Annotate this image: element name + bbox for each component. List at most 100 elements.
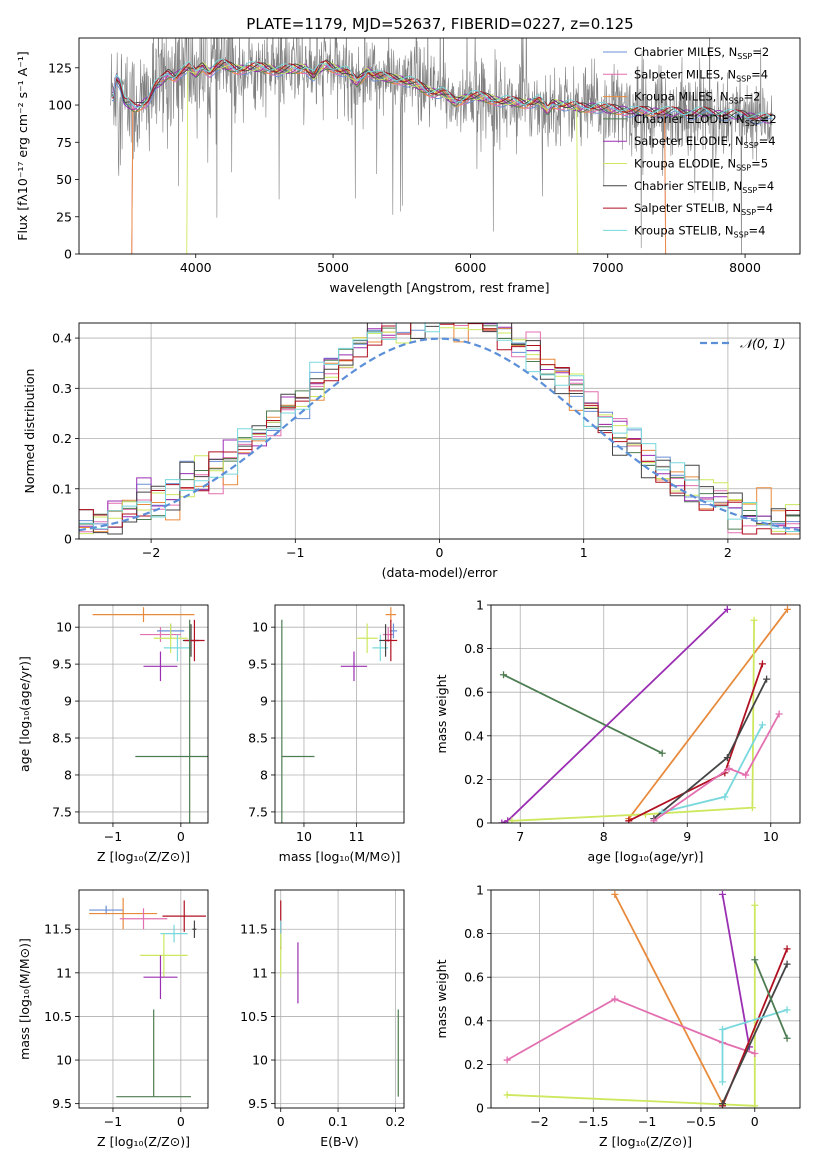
- age_vs_Z-xtick-label: 0: [177, 829, 185, 844]
- residuals-ytick-label: 0: [64, 532, 72, 547]
- age_vs_Z-point-kroupa_stelib: [163, 634, 192, 662]
- spectrum-model-salpeter_stelib: [111, 59, 773, 120]
- weight_vs_age-ylabel: mass weight: [434, 674, 449, 753]
- mass_vs_Z-point-chabrier_stelib: [192, 920, 197, 938]
- spectrum-ytick-label: 0: [64, 247, 72, 262]
- mass_vs_Z-ytick-label: 10: [56, 1053, 72, 1068]
- mass_vs_Z-frame: [78, 889, 209, 1109]
- age_vs_mass-ytick-label: 10: [252, 620, 268, 635]
- mass_vs_Z-point-kroupa_stelib: [160, 924, 188, 943]
- spectrum-xtick-label: 4000: [180, 260, 212, 275]
- residuals-xtick-label: −2: [142, 545, 160, 560]
- age_vs_mass-frame: [274, 604, 405, 824]
- age_vs_mass-xtick-label: 10: [296, 829, 312, 844]
- weight_vs_age-marker-salpeter_miles: [742, 771, 750, 779]
- age_vs_Z-ytick-label: 7.5: [52, 804, 72, 819]
- weight_vs_Z-xtick-label: −2: [530, 1114, 548, 1129]
- weight_vs_Z-marker-salpeter_miles: [611, 995, 619, 1003]
- weight_vs_age-xtick-label: 7: [516, 829, 524, 844]
- mass_vs_Z-panel: −1 0 9.5 10 10.5 11 11.5 Z [log₁₀(Z/Z⊙)] mass [l…: [17, 889, 209, 1149]
- weight_vs_Z-marker-chabrier_elodie: [783, 1034, 791, 1042]
- spectrum-ytick-label: 100: [48, 98, 72, 113]
- age_vs_mass-point-kroupa_elodie: [356, 623, 378, 654]
- weight_vs_age-ytick-label: 0: [476, 816, 484, 831]
- weight_vs_age-ytick-label: 0.4: [464, 728, 484, 743]
- age_vs_mass-xlabel: mass [log₁₀(M/M⊙)]: [279, 849, 401, 864]
- hist-kroupa_stelib: [79, 323, 800, 539]
- weight_vs_age-xtick-label: 9: [683, 829, 691, 844]
- age_vs_Z-ytick-label: 10: [56, 620, 72, 635]
- weight_vs_age-marker-kroupa_miles: [783, 605, 791, 613]
- weight_vs_Z-xlabel: Z [log₁₀(Z/Z⊙)]: [599, 1134, 692, 1149]
- mass_vs_EBV-ytick-label: 10: [252, 1053, 268, 1068]
- weight_vs_Z-marker-salpeter_elodie: [718, 890, 726, 898]
- weight_vs_age-series-chabrier_elodie: [503, 673, 663, 755]
- mass_vs_EBV-xtick-label: 0.1: [328, 1114, 348, 1129]
- age_vs_mass-panel: 10 11 7.5 8 8.5 9 9.5 10 mass [log₁₀(M/M⊙)]: [248, 604, 405, 864]
- spectrum-model-chabrier_miles: [111, 63, 773, 125]
- weight_vs_age-panel: 7 8 9 10 0 0.2 0.4 0.6 0.8 1 age [log₁₀(age/yr)] ma…: [434, 598, 801, 864]
- spectrum-ylabel: Flux [fλ10⁻¹⁷ erg cm⁻² s⁻¹ A⁻¹]: [15, 51, 30, 240]
- age_vs_Z-ylabel: age [log₁₀(age/yr)]: [17, 656, 32, 772]
- weight_vs_age-marker-kroupa_elodie: [748, 804, 756, 812]
- age_vs_Z-point-salpeter_stelib: [184, 619, 205, 662]
- residuals-xtick-label: 1: [580, 545, 588, 560]
- weight_vs_Z-series-kroupa_miles: [613, 893, 724, 1105]
- weight_vs_age-ytick-label: 0.6: [464, 685, 484, 700]
- age_vs_mass-point-kroupa_miles: [385, 607, 397, 622]
- weight_vs_age-series-salpeter_miles: [653, 713, 780, 822]
- mass_vs_Z-point-kroupa_miles: [89, 897, 158, 930]
- weight_vs_Z-marker-chabrier_elodie: [751, 956, 759, 964]
- spectrum-ytick-label: 125: [48, 60, 72, 75]
- weight_vs_Z-ytick-label: 0: [476, 1101, 484, 1116]
- weight_vs_age-marker-chabrier_stelib: [723, 754, 731, 762]
- age_vs_mass-ytick-label: 8.5: [248, 731, 268, 746]
- age_vs_Z-point-salpeter_elodie: [143, 651, 178, 682]
- residuals-ytick-label: 0.4: [52, 331, 72, 346]
- weight_vs_Z-xtick-label: −1: [638, 1114, 656, 1129]
- age_vs_Z-panel: −1 0 7.5 8 8.5 9 9.5 10 Z [log₁₀(Z/Z⊙)] age [log₁…: [17, 604, 209, 864]
- spectrum-panel: 4000 5000 6000 7000 8000 0 25 50 75 100 125 wavelen…: [15, 37, 801, 295]
- weight_vs_age-marker-kroupa_stelib: [758, 721, 766, 729]
- spectrum-xtick-label: 6000: [454, 260, 486, 275]
- spectrum-xlabel: wavelength [Angstrom, rest frame]: [329, 280, 549, 295]
- age_vs_Z-xtick-label: −1: [104, 829, 122, 844]
- weight_vs_Z-plot-area: [503, 890, 791, 1108]
- legend-label-salpeter_stelib: Salpeter STELIB, NSSP=4: [634, 201, 773, 217]
- weight_vs_age-marker-salpeter_elodie: [498, 819, 506, 823]
- weight_vs_Z-frame: [490, 889, 801, 1109]
- weight_vs_Z-xtick-label: 0: [751, 1114, 759, 1129]
- weight_vs_age-marker-salpeter_miles: [650, 817, 658, 823]
- weight_vs_age-series-kroupa_miles: [628, 608, 789, 820]
- legend-label-kroupa_miles: Kroupa MILES, NSSP=2: [634, 90, 760, 106]
- residuals-xlabel: (data-model)/error: [382, 565, 499, 580]
- age_vs_mass-ytick-label: 9: [260, 694, 268, 709]
- legend-label-salpeter_elodie: Salpeter ELODIE, NSSP=4: [634, 134, 776, 150]
- legend-label-kroupa_elodie: Kroupa ELODIE, NSSP=5: [634, 157, 768, 173]
- legend-label-normal: 𝒩(0, 1): [740, 336, 786, 351]
- spectrum-xtick-label: 5000: [317, 260, 349, 275]
- age_vs_mass-point-chabrier_elodie: [281, 619, 315, 823]
- age_vs_Z-ytick-label: 9: [64, 694, 72, 709]
- weight_vs_Z-ytick-label: 0.4: [464, 1013, 484, 1028]
- age_vs_Z-point-chabrier_elodie: [135, 619, 208, 823]
- mass_vs_Z-xtick-label: −1: [104, 1114, 122, 1129]
- mass_vs_EBV-ytick-label: 11.5: [240, 922, 268, 937]
- age_vs_mass-xtick-label: 11: [349, 829, 365, 844]
- mass_vs_EBV-ytick-label: 11: [252, 965, 268, 980]
- residuals-ytick-label: 0.2: [52, 431, 72, 446]
- mass_vs_Z-xlabel: Z [log₁₀(Z/Z⊙)]: [97, 1134, 190, 1149]
- weight_vs_Z-marker-kroupa_stelib: [718, 1078, 726, 1086]
- mass_vs_EBV-plot-area: [280, 900, 399, 1097]
- age_vs_Z-point-kroupa_miles: [92, 607, 195, 622]
- age_vs_mass-ytick-label: 9.5: [248, 657, 268, 672]
- age_vs_Z-xlabel: Z [log₁₀(Z/Z⊙)]: [97, 849, 190, 864]
- weight_vs_Z-ytick-label: 0.2: [464, 1057, 484, 1072]
- spectrum-xtick-label: 8000: [729, 260, 761, 275]
- weight_vs_Z-marker-kroupa_stelib: [783, 1006, 791, 1014]
- weight_vs_age-marker-salpeter_stelib: [625, 817, 633, 823]
- weight_vs_age-marker-salpeter_miles: [725, 765, 733, 772]
- spectrum-ytick-label: 75: [56, 135, 72, 150]
- age_vs_mass-ytick-label: 8: [260, 767, 268, 782]
